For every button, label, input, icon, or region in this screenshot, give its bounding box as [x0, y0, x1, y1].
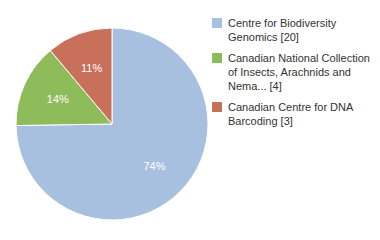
html-text:Genomics [20]: Genomics [20] [228, 31, 299, 43]
html-text:of Insects, Arachnids and: of Insects, Arachnids and [228, 66, 351, 78]
html-text:Canadian Centre for DNA: Canadian Centre for DNA [228, 101, 354, 113]
html-text:Barcoding [3]: Barcoding [3] [228, 115, 293, 127]
html-text:Centre for Biodiversity: Centre for Biodiversity [228, 17, 337, 29]
html-text:Canadian National Collection: Canadian National Collection [228, 52, 370, 64]
svg-text:74%: 74% [143, 160, 165, 172]
html-text:Nema... [4]: Nema... [4] [228, 80, 282, 92]
svg-text:11%: 11% [81, 62, 102, 74]
svg-text:14%: 14% [47, 93, 69, 105]
